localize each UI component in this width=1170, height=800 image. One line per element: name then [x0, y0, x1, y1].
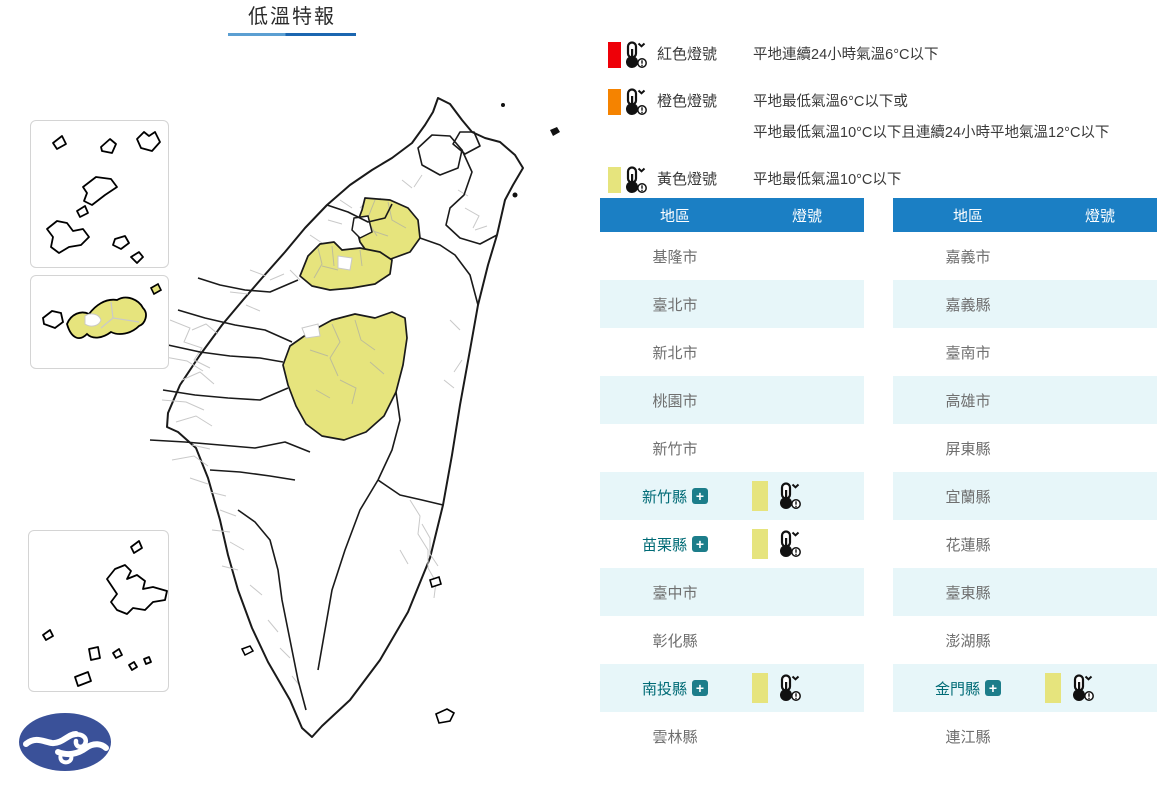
county-name: 臺中市 [652, 584, 698, 602]
county-name: 雲林縣 [652, 728, 698, 746]
title-underline [228, 33, 356, 36]
table-row: 連江縣 [893, 712, 1157, 760]
county-name: 桃園市 [652, 392, 698, 410]
page-title-block: 低溫特報 [228, 4, 356, 36]
legend-desc: 平地最低氣溫6°C以下或 [753, 94, 908, 110]
low-temp-thermometer-icon [780, 530, 801, 557]
county-name: 嘉義市 [945, 248, 991, 266]
legend-item-red: 紅色燈號 平地連續24小時氣溫6°C以下 [608, 40, 1168, 71]
county-name: 屏東縣 [945, 440, 991, 458]
low-temp-thermometer-icon [780, 482, 801, 509]
county-name: 基隆市 [652, 248, 698, 266]
legend-item-yellow: 黃色燈號 平地最低氣溫10°C以下 [608, 165, 1168, 196]
county-name: 新竹市 [652, 440, 698, 458]
red-light-swatch [608, 42, 621, 68]
county-name-link[interactable]: 新竹縣 [641, 488, 687, 506]
legend-label: 橙色燈號 [657, 93, 718, 110]
table-row-warning: 金門縣 + [893, 664, 1157, 712]
table-row: 臺北市 [600, 280, 864, 328]
county-name: 臺南市 [945, 344, 991, 362]
yellow-light-swatch [608, 167, 621, 193]
table-header: 地區 燈號 [893, 198, 1157, 232]
legend-item-orange: 橙色燈號 平地最低氣溫6°C以下或 平地最低氣溫10°C以下且連續24小時平地氣… [608, 87, 1168, 149]
cwb-logo [19, 713, 111, 771]
page-title: 低溫特報 [248, 6, 336, 28]
yellow-light-swatch [752, 481, 768, 511]
orange-light-swatch [608, 89, 621, 115]
table-row: 臺南市 [893, 328, 1157, 376]
legend: 紅色燈號 平地連續24小時氣溫6°C以下 橙色燈號 平地最低氣溫6°C以下或 平… [608, 40, 1168, 212]
taiwan-county-map [149, 97, 560, 738]
penghu-inset [28, 530, 169, 692]
county-name: 新北市 [652, 344, 698, 362]
penghu-map [42, 540, 168, 687]
hsinchu-county-region[interactable] [351, 197, 421, 261]
legend-desc: 平地最低氣溫10°C以下 [753, 172, 902, 188]
legend-label: 紅色燈號 [657, 46, 718, 63]
table-row: 高雄市 [893, 376, 1157, 424]
table-row: 桃園市 [600, 376, 864, 424]
matsu-islands-map [46, 131, 161, 264]
low-temp-thermometer-icon [626, 41, 647, 68]
kinmen-map [42, 282, 163, 339]
county-name: 花蓮縣 [945, 536, 991, 554]
matsu-islands-inset [30, 120, 169, 268]
county-name-link[interactable]: 苗栗縣 [641, 536, 687, 554]
table-row: 屏東縣 [893, 424, 1157, 472]
expand-icon[interactable]: + [985, 680, 1001, 696]
table-row: 臺中市 [600, 568, 864, 616]
county-name: 臺東縣 [945, 584, 991, 602]
table-row: 雲林縣 [600, 712, 864, 760]
county-name-link[interactable]: 金門縣 [934, 680, 980, 698]
region-column-header: 地區 [952, 207, 983, 225]
table-row: 嘉義市 [893, 232, 1157, 280]
table-header: 地區 燈號 [600, 198, 864, 232]
table-row: 彰化縣 [600, 616, 864, 664]
low-temp-thermometer-icon [1073, 674, 1094, 701]
county-name-link[interactable]: 南投縣 [641, 680, 687, 698]
low-temp-thermometer-icon [780, 674, 801, 701]
table-row: 基隆市 [600, 232, 864, 280]
county-name: 嘉義縣 [945, 296, 991, 314]
region-column-header: 地區 [659, 207, 690, 225]
yellow-light-swatch [1045, 673, 1061, 703]
table-row: 臺東縣 [893, 568, 1157, 616]
warning-table-east: 地區 燈號 嘉義市 嘉義縣 臺南市 高雄市 屏東縣 宜蘭縣 花蓮縣 臺東縣 澎湖… [893, 198, 1157, 760]
table-row: 宜蘭縣 [893, 472, 1157, 520]
county-name: 臺北市 [652, 296, 698, 314]
county-name: 彰化縣 [652, 632, 698, 650]
legend-label: 黃色燈號 [657, 171, 718, 188]
county-borders [149, 131, 498, 711]
signal-column-header: 燈號 [791, 207, 822, 225]
expand-icon[interactable]: + [692, 536, 708, 552]
county-name: 連江縣 [945, 728, 991, 746]
kinmen-inset [30, 275, 169, 369]
offshore-islets [240, 103, 560, 724]
table-row: 嘉義縣 [893, 280, 1157, 328]
county-name: 高雄市 [945, 392, 991, 410]
table-row-warning: 新竹縣 + [600, 472, 864, 520]
low-temp-thermometer-icon [626, 88, 647, 115]
signal-column-header: 燈號 [1084, 207, 1115, 225]
miaoli-county-region[interactable] [299, 241, 393, 291]
expand-icon[interactable]: + [692, 488, 708, 504]
table-row: 新竹市 [600, 424, 864, 472]
yellow-light-swatch [752, 529, 768, 559]
table-row: 新北市 [600, 328, 864, 376]
nantou-county-region[interactable] [282, 311, 408, 441]
legend-desc: 平地最低氣溫10°C以下且連續24小時平地氣溫12°C以下 [753, 125, 1110, 141]
warning-table-west: 地區 燈號 基隆市 臺北市 新北市 桃園市 新竹市 新竹縣 + [600, 198, 864, 760]
expand-icon[interactable]: + [692, 680, 708, 696]
table-row: 澎湖縣 [893, 616, 1157, 664]
low-temp-thermometer-icon [626, 166, 647, 193]
legend-desc: 平地連續24小時氣溫6°C以下 [753, 47, 939, 63]
yellow-light-swatch [752, 673, 768, 703]
county-name: 宜蘭縣 [945, 488, 991, 506]
kinmen-county-region[interactable] [66, 282, 163, 339]
table-row-warning: 南投縣 + [600, 664, 864, 712]
table-row: 花蓮縣 [893, 520, 1157, 568]
table-row-warning: 苗栗縣 + [600, 520, 864, 568]
county-name: 澎湖縣 [945, 632, 991, 650]
